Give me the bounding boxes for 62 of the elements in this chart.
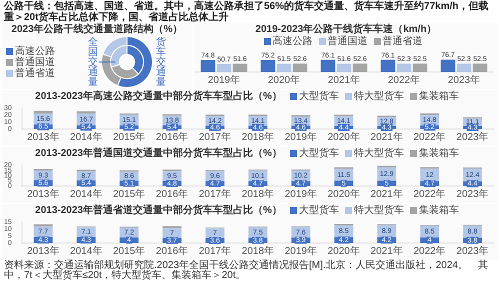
x-tick-label: 2020年 xyxy=(328,130,360,143)
x-tick-label: 2021年 xyxy=(370,244,403,257)
x-tick-label: 2013年 xyxy=(27,188,60,200)
x-tick-label: 2023年 xyxy=(456,244,489,257)
legend-label: 普通省道 xyxy=(382,36,422,46)
x-tick-label: 2021年 xyxy=(370,130,403,143)
x-tick-label: 2022年 xyxy=(413,244,446,257)
x-tick-label: 2023年 xyxy=(456,188,489,200)
x-tick-label: 2017年 xyxy=(198,188,232,200)
legend-label: 高速公路 xyxy=(272,36,312,46)
x-tick-label: 2018年 xyxy=(242,130,274,143)
x-tick-label: 2016年 xyxy=(156,130,188,143)
legend-label: 集装箱车 xyxy=(418,204,459,216)
slice-label: 全国交通量 xyxy=(88,36,98,88)
x-tick-label: 2014年 xyxy=(70,188,102,200)
x-tick-label: 2022年 xyxy=(413,188,446,200)
chart-title: 2019-2023年公路干线货车车速（km/h） xyxy=(255,24,437,34)
x-tick-label: 2023年 xyxy=(456,130,489,143)
x-tick-label: 2014年 xyxy=(70,130,102,143)
x-tick-label: 2013年 xyxy=(27,130,60,143)
x-tick-label: 2023年 xyxy=(448,74,480,86)
legend-label: 高速公路 xyxy=(15,46,55,56)
legend-label: 普通省道 xyxy=(15,68,55,78)
x-tick-label: 2021年 xyxy=(328,74,360,86)
x-tick-label: 2016年 xyxy=(156,188,188,200)
x-tick-label: 2017年 xyxy=(198,244,232,257)
legend-label: 大型货车 xyxy=(298,204,339,216)
legend-label: 集装箱车 xyxy=(418,148,459,158)
x-tick-label: 2022年 xyxy=(413,130,446,143)
x-tick-label: 2019年 xyxy=(284,188,317,200)
legend-label: 特大型货车 xyxy=(354,148,404,158)
x-tick-label: 2018年 xyxy=(242,244,274,257)
text: 公路干线：包括高速、国道、省道。其中，高速公路承担了56%的货车交通量、货车车速升至约77km/h，但载重＞20t货车占比总体下降，国、省道占比总体上升 xyxy=(4,1,490,23)
legend-label: 大型货车 xyxy=(298,148,339,158)
x-tick-label: 2015年 xyxy=(112,130,146,143)
text: 资料来源：交通运输部规划研究院.2023年全国干线公路交通情况报告[M].北京：人民交通出版社，2024。 其中，7t＜大型货车≤20t，特大型货车、集装箱车＞20t。 xyxy=(4,260,488,281)
x-tick-label: 2014年 xyxy=(70,244,102,257)
x-tick-label: 2015年 xyxy=(112,244,146,257)
x-tick-label: 2017年 xyxy=(198,130,232,143)
chart-title: 2023年公路干线交通量道路结构（%） xyxy=(11,24,183,34)
legend-label: 特大型货车 xyxy=(354,204,404,216)
legend-label: 大型货车 xyxy=(298,90,339,102)
x-tick-label: 2020年 xyxy=(328,244,360,257)
x-tick-label: 2015年 xyxy=(112,188,146,200)
x-tick-label: 2020年 xyxy=(268,74,300,86)
x-tick-label: 2020年 xyxy=(328,188,360,200)
x-tick-label: 2021年 xyxy=(370,188,403,200)
slice-label: 货车交通量 xyxy=(156,36,166,88)
legend-label: 集装箱车 xyxy=(418,90,459,102)
x-tick-label: 2013年 xyxy=(27,244,60,257)
x-tick-label: 2018年 xyxy=(242,188,274,200)
legend-label: 特大型货车 xyxy=(354,90,404,102)
x-tick-label: 2019年 xyxy=(208,74,240,86)
chart-title: 2013-2023年普通省道交通量中部分货车车型占比（%） xyxy=(35,204,282,216)
x-tick-label: 2019年 xyxy=(284,244,317,257)
legend-label: 普通国道 xyxy=(328,36,368,46)
x-tick-label: 2016年 xyxy=(156,244,188,257)
x-tick-label: 2019年 xyxy=(284,130,317,143)
chart-title: 2013-2023年高速公路交通量中部分货车车型占比（%） xyxy=(35,90,282,102)
x-tick-label: 2022年 xyxy=(388,74,420,86)
legend-label: 普通国道 xyxy=(15,56,55,68)
chart-title: 2013-2023年普通国道交通量中部分货车车型占比（%） xyxy=(35,148,282,158)
